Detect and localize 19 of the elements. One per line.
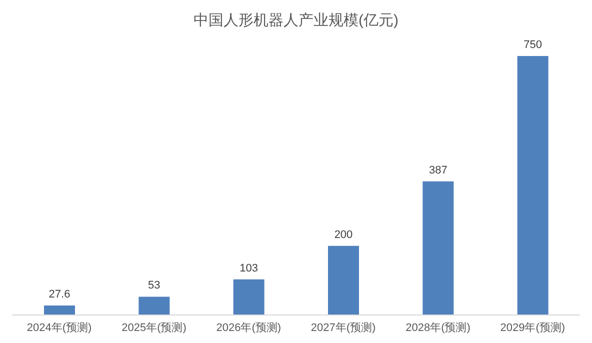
x-tick-label: 2026年(预测) [216, 322, 282, 334]
data-label: 53 [148, 280, 160, 292]
data-label: 750 [524, 39, 542, 51]
chart-title: 中国人形机器人产业规模(亿元) [192, 11, 400, 31]
x-tick-label: 2029年(预测) [500, 322, 566, 334]
data-label: 103 [240, 262, 258, 274]
bar [328, 246, 359, 315]
x-tick-label: 2028年(预测) [406, 322, 470, 334]
data-label: 387 [428, 164, 448, 176]
bar [44, 305, 75, 315]
bar [138, 296, 170, 315]
bar [517, 56, 548, 315]
x-tick-label: 2024年(预测) [26, 322, 92, 334]
data-label: 27.6 [48, 288, 70, 300]
x-tick-label: 2027年(预测) [310, 322, 376, 334]
x-tick-label: 2025年(预测) [122, 322, 186, 334]
data-label: 200 [334, 228, 353, 241]
bar [422, 181, 454, 315]
bar [233, 279, 264, 315]
